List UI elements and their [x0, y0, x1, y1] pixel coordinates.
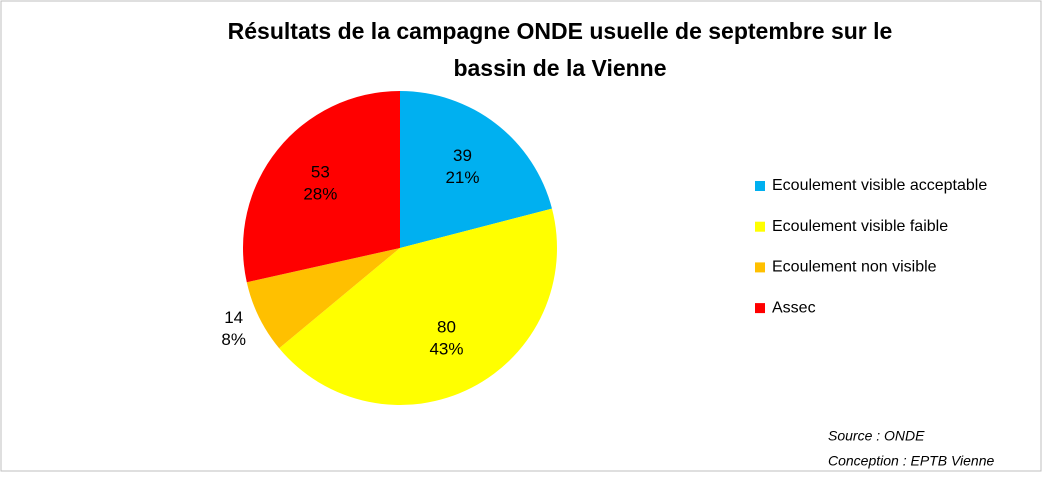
legend-swatch — [755, 181, 765, 191]
percent-label: 21% — [445, 168, 479, 187]
legend-swatch — [755, 221, 765, 232]
pie-slice — [246, 248, 400, 349]
legend-label: Assec — [772, 299, 816, 316]
percent-label: 28% — [303, 185, 337, 204]
legend-label: Ecoulement non visible — [772, 259, 937, 276]
chart-title: bassin de la Vienne — [453, 55, 666, 81]
percent-label: 8% — [221, 330, 246, 349]
percent-label: 43% — [429, 339, 463, 358]
legend-swatch — [755, 303, 765, 314]
legend-label: Ecoulement visible faible — [772, 218, 948, 235]
pie-slice — [400, 91, 552, 248]
legend-label: Ecoulement visible acceptable — [772, 177, 987, 194]
pie-slice — [242, 91, 400, 283]
source-note: Source : ONDE — [828, 428, 925, 444]
source-note: Conception : EPTB Vienne — [828, 453, 995, 469]
chart-title: Résultats de la campagne ONDE usuelle de… — [228, 18, 893, 44]
pie-slice — [279, 208, 557, 405]
data-label: 80 — [437, 317, 456, 336]
data-label: 39 — [453, 146, 472, 165]
legend-swatch — [755, 262, 765, 273]
data-label: 53 — [311, 163, 330, 182]
data-label: 14 — [224, 308, 243, 327]
